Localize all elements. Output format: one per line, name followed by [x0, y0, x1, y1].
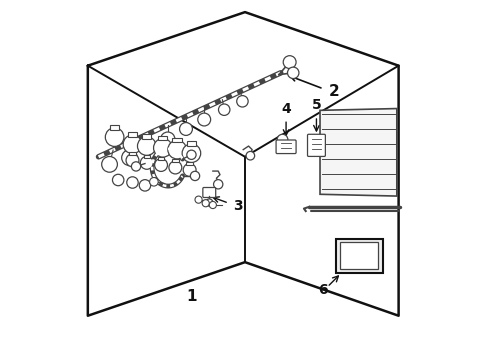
Polygon shape [172, 138, 182, 142]
Circle shape [169, 161, 182, 174]
Circle shape [219, 104, 230, 116]
Text: 1: 1 [186, 289, 196, 303]
Circle shape [179, 122, 193, 135]
Circle shape [153, 139, 172, 157]
Circle shape [127, 177, 138, 188]
Circle shape [113, 174, 124, 186]
Text: 2: 2 [329, 84, 340, 99]
Polygon shape [186, 162, 193, 165]
Polygon shape [144, 155, 150, 158]
Polygon shape [172, 159, 178, 162]
Text: 4: 4 [121, 147, 131, 161]
Circle shape [123, 135, 142, 154]
FancyBboxPatch shape [203, 188, 216, 198]
Circle shape [187, 150, 196, 159]
Circle shape [283, 56, 296, 68]
Circle shape [141, 140, 155, 155]
Circle shape [206, 199, 213, 206]
Circle shape [191, 171, 199, 181]
Circle shape [161, 132, 175, 146]
Circle shape [198, 113, 211, 126]
Polygon shape [142, 134, 151, 139]
Text: 6: 6 [318, 283, 327, 297]
Polygon shape [158, 157, 164, 160]
Circle shape [122, 150, 137, 166]
Polygon shape [128, 132, 137, 137]
Circle shape [155, 158, 168, 171]
Circle shape [168, 140, 186, 159]
Circle shape [195, 196, 202, 203]
Polygon shape [110, 125, 119, 130]
Circle shape [202, 200, 209, 207]
Polygon shape [158, 136, 168, 140]
Circle shape [246, 152, 255, 160]
Polygon shape [129, 152, 136, 155]
Circle shape [149, 177, 158, 186]
Circle shape [183, 163, 196, 176]
Polygon shape [187, 141, 196, 146]
Circle shape [237, 96, 248, 107]
Text: 4: 4 [281, 102, 291, 116]
Text: 5: 5 [312, 99, 321, 112]
Polygon shape [320, 109, 397, 196]
Circle shape [131, 162, 141, 171]
FancyBboxPatch shape [308, 134, 325, 157]
Circle shape [102, 157, 118, 172]
Circle shape [105, 128, 124, 147]
FancyBboxPatch shape [276, 140, 296, 154]
Text: 3: 3 [234, 199, 243, 213]
Circle shape [209, 202, 217, 208]
Circle shape [138, 137, 156, 156]
Circle shape [140, 157, 153, 169]
Circle shape [288, 67, 299, 78]
FancyBboxPatch shape [336, 239, 383, 273]
Circle shape [182, 144, 201, 162]
Circle shape [139, 180, 151, 191]
Circle shape [214, 180, 223, 189]
FancyBboxPatch shape [341, 242, 378, 269]
Circle shape [277, 134, 288, 145]
Circle shape [126, 154, 139, 167]
